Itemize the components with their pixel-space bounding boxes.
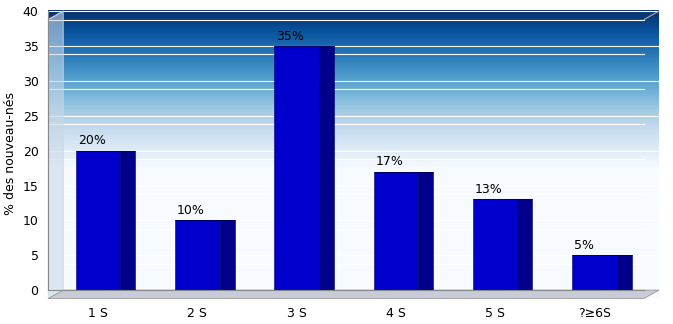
Polygon shape [120, 151, 135, 290]
Polygon shape [418, 171, 433, 290]
Text: 35%: 35% [276, 29, 304, 42]
Polygon shape [219, 220, 235, 290]
Y-axis label: % des nouveau-nés: % des nouveau-nés [4, 92, 17, 214]
Polygon shape [175, 220, 219, 290]
Polygon shape [275, 46, 319, 290]
Text: 5%: 5% [574, 239, 594, 252]
Text: 17%: 17% [376, 155, 403, 168]
Polygon shape [48, 290, 659, 298]
Polygon shape [473, 200, 518, 290]
Polygon shape [616, 255, 631, 290]
Polygon shape [572, 255, 616, 290]
Text: 20%: 20% [77, 134, 106, 147]
Polygon shape [319, 46, 334, 290]
Polygon shape [518, 200, 532, 290]
Polygon shape [76, 151, 120, 290]
Polygon shape [48, 11, 63, 298]
Polygon shape [374, 171, 418, 290]
Text: 13%: 13% [474, 183, 503, 196]
Text: 10%: 10% [177, 204, 205, 217]
